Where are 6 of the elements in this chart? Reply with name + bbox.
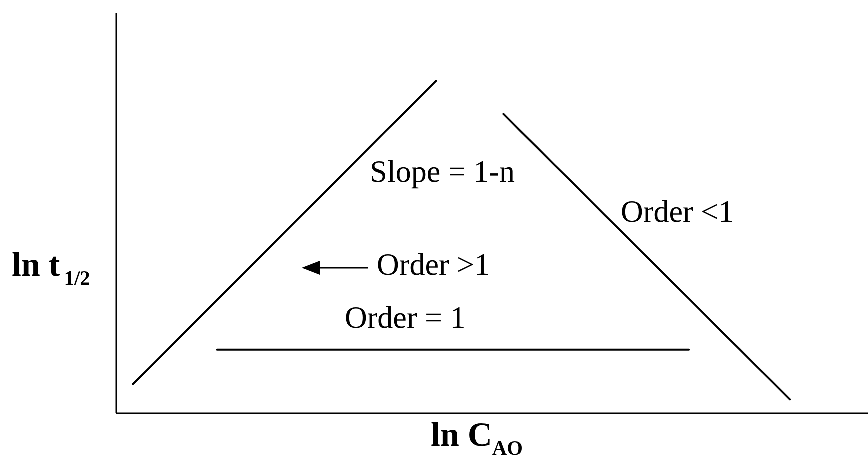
x-axis-title: ln C$_{AO}$ xyxy=(431,417,524,458)
legend-label: Order >1 xyxy=(376,246,490,282)
annotation: Slope = 1-n xyxy=(370,154,516,189)
series-label: Order = 1 xyxy=(344,300,466,336)
y-axis-title: ln t$_{1/2}$ xyxy=(12,247,90,290)
series-label: Order <1 xyxy=(620,194,734,230)
